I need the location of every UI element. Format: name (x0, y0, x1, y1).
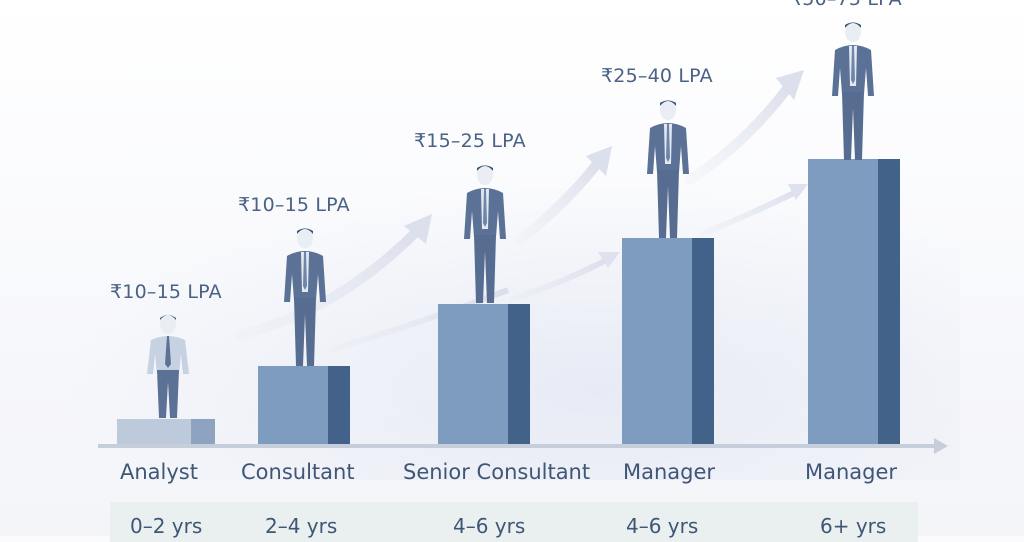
experience-label: 2–4 yrs (265, 514, 338, 538)
level-block-manager (622, 238, 714, 446)
axis-arrowhead-icon (934, 438, 948, 454)
level-block-senior-manager (808, 159, 900, 446)
person-icon (832, 22, 874, 160)
salary-label: ₹50–75 LPA (790, 0, 902, 10)
level-block-consultant (258, 366, 350, 446)
person-icon (647, 100, 689, 238)
role-label: Manager (623, 460, 716, 484)
role-label: Manager (805, 460, 898, 484)
experience-label: 6+ yrs (820, 514, 887, 538)
experience-label: 4–6 yrs (626, 514, 699, 538)
salary-label: ₹15–25 LPA (414, 130, 526, 152)
salary-label: ₹25–40 LPA (601, 65, 713, 87)
experience-band (110, 502, 918, 542)
timeline-axis (98, 444, 936, 448)
salary-label: ₹10–15 LPA (110, 281, 222, 303)
role-label: Consultant (241, 460, 355, 484)
role-label: Analyst (120, 460, 198, 484)
level-block-analyst (117, 419, 215, 446)
role-label: Senior Consultant (403, 460, 591, 484)
person-icon (464, 165, 506, 303)
person-icon (284, 228, 326, 366)
experience-label: 0–2 yrs (130, 514, 203, 538)
salary-label: ₹10–15 LPA (238, 194, 350, 216)
level-block-senior-consultant (438, 304, 530, 446)
person-icon (147, 314, 189, 418)
experience-label: 4–6 yrs (453, 514, 526, 538)
